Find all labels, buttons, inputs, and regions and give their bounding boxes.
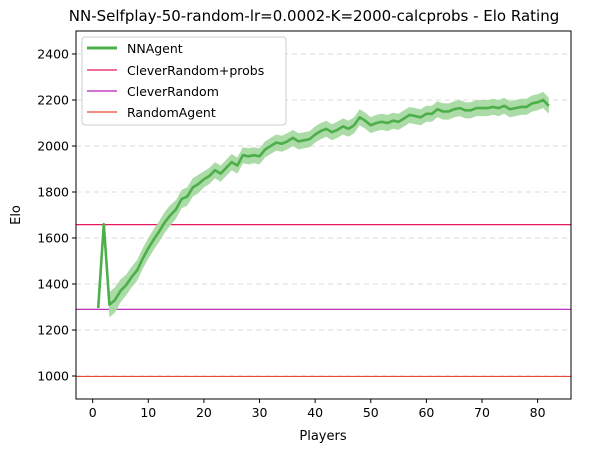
legend-label-nnagent: NNAgent: [127, 41, 183, 56]
axis-ticks: 1000 1200 1400 1600 1800 2000 2200 2400 0 10 20 30 4…: [37, 47, 545, 421]
x-tick-label: 0: [89, 405, 97, 420]
legend-label-randomagent: RandomAgent: [127, 105, 216, 120]
x-tick-label: 10: [140, 405, 156, 420]
legend-box: [81, 36, 287, 126]
x-axis-label: Players: [299, 429, 346, 444]
nnagent-confidence-band: [98, 91, 549, 318]
y-tick-label: 2400: [37, 47, 69, 62]
y-tick-label: 1400: [37, 277, 69, 292]
y-tick-label: 2000: [37, 139, 69, 154]
x-tick-label: 50: [363, 405, 379, 420]
y-tick-label: 1800: [37, 185, 69, 200]
nnagent-line: [96, 98, 550, 309]
x-tick-label: 70: [474, 405, 490, 420]
y-tick-label: 1200: [37, 323, 69, 338]
legend-label-cleverrandom-probs: CleverRandom+probs: [127, 63, 264, 78]
y-tick-label: 1000: [37, 369, 69, 384]
legend: NNAgent CleverRandom+probs CleverRandom …: [81, 36, 287, 126]
y-tick-label: 2200: [37, 93, 69, 108]
chart-title: NN-Selfplay-50-random-lr=0.0002-K=2000-c…: [69, 7, 559, 25]
y-tick-label: 1600: [37, 231, 69, 246]
x-tick-label: 40: [307, 405, 323, 420]
x-tick-label: 60: [418, 405, 434, 420]
y-axis-label: Elo: [9, 205, 24, 225]
plot-frame: [75, 30, 572, 400]
x-tick-label: 30: [252, 405, 268, 420]
x-tick-label: 80: [530, 405, 546, 420]
x-tick-label: 20: [196, 405, 212, 420]
legend-label-cleverrandom: CleverRandom: [127, 84, 219, 99]
nnagent-series: [96, 91, 550, 318]
